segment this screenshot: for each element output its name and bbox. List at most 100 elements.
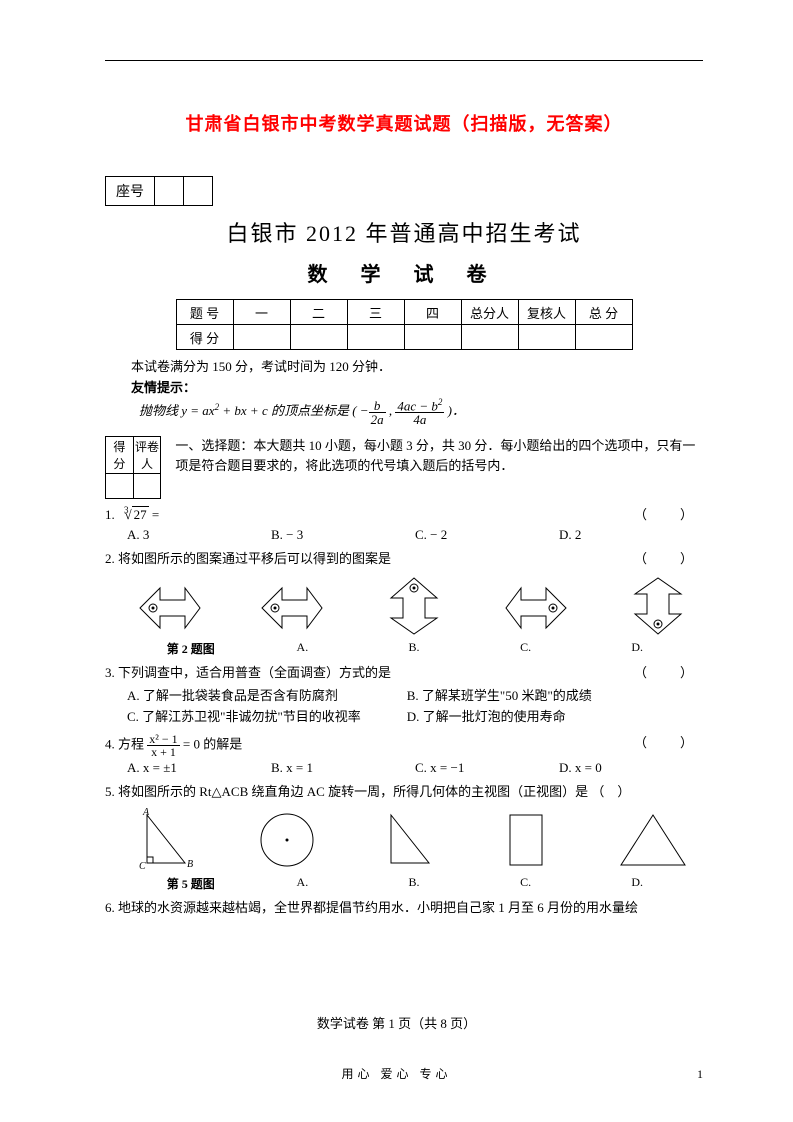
grader-box: 得 分 评卷人: [105, 436, 161, 499]
q5-opt-c-fig: [498, 807, 554, 873]
score-col-4: 四: [404, 300, 461, 325]
q4-opt-a: A. x = ±1: [127, 760, 271, 776]
q1-options: A. 3 B. − 3 C. − 2 D. 2: [127, 527, 703, 543]
score-col-total-person: 总分人: [461, 300, 518, 325]
q2-fig-source: [135, 578, 205, 638]
q5-fig-source: A B C: [135, 807, 195, 873]
q2-opt-d-fig: [623, 574, 693, 638]
seat-cell-1: [155, 177, 184, 206]
q1-opt-a: A. 3: [127, 527, 271, 543]
footer-page-indicator: 数学试卷 第 1 页（共 8 页）: [0, 1013, 793, 1032]
seat-label: 座号: [106, 177, 155, 206]
q4-frac-num: x² − 1: [147, 733, 179, 746]
q5-cap-d: D.: [581, 875, 693, 892]
q1-suffix: =: [149, 507, 160, 522]
q4-suffix: = 0 的解是: [183, 736, 242, 751]
q3-opt-b: B. 了解某班学生"50 米跑"的成绩: [407, 685, 683, 704]
question-5: 5. 将如图所示的 Rt△ACB 绕直角边 AC 旋转一周，所得几何体的主视图（…: [105, 782, 703, 802]
frac1-num: b: [369, 399, 386, 413]
q3-options: A. 了解一批袋装食品是否含有防腐剂 B. 了解某班学生"50 米跑"的成绩 C…: [127, 685, 703, 727]
q2-fig-caption: 第 2 题图: [135, 640, 247, 657]
page-number: 1: [697, 1067, 703, 1082]
exam-subtitle: 数 学 试 卷: [105, 258, 703, 287]
arrow-up-icon: [379, 574, 449, 638]
score-cell-2: [290, 325, 347, 350]
q2-cap-a: A.: [247, 640, 359, 657]
section-1-header: 得 分 评卷人 一、选择题：本大题共 10 小题，每小题 3 分，共 30 分．…: [105, 436, 703, 499]
q4-opt-c: C. x = −1: [415, 760, 559, 776]
speaker-right-icon: [501, 578, 571, 638]
svg-text:B: B: [187, 859, 193, 870]
q5-cap-b: B.: [358, 875, 470, 892]
score-cell-7: [575, 325, 632, 350]
q1-prefix: 1.: [105, 507, 118, 522]
formula-prefix: 抛物线 y = ax: [139, 403, 215, 418]
grader-person-cell: [133, 474, 161, 499]
q5-opt-d-fig: [613, 807, 693, 873]
q3-opt-d: D. 了解一批灯泡的使用寿命: [407, 706, 683, 725]
q2-figure-row: [135, 574, 693, 638]
rectangle-icon: [498, 807, 554, 873]
score-col-label: 题 号: [176, 300, 233, 325]
q5-figure-row: A B C: [135, 807, 693, 873]
formula-mid: + bx + c 的顶点坐标是: [219, 403, 349, 418]
q1-radicand: 27: [132, 506, 149, 522]
right-triangle-icon: [379, 807, 439, 873]
q3-opt-a: A. 了解一批袋装食品是否含有防腐剂: [127, 685, 403, 704]
q5-cap-c: C.: [470, 875, 582, 892]
grader-score-cell: [106, 474, 134, 499]
q4-answer-paren: （ ）: [634, 733, 703, 753]
exam-page: 甘肃省白银市中考数学真题试题（扫描版，无答案） 座号 白银市 2012 年普通高…: [0, 0, 793, 1122]
question-6: 6. 地球的水资源越来越枯竭，全世界都提倡节约用水．小明把自己家 1 月至 6 …: [105, 898, 703, 918]
q4-opt-d: D. x = 0: [559, 760, 703, 776]
exam-title: 白银市 2012 年普通高中招生考试: [105, 216, 703, 248]
score-value-row: 得 分: [176, 325, 632, 350]
section-1-instructions: 一、选择题：本大题共 10 小题，每小题 3 分，共 30 分．每小题给出的四个…: [175, 436, 703, 475]
score-col-3: 三: [347, 300, 404, 325]
labeled-right-triangle-icon: A B C: [135, 807, 195, 873]
score-col-total: 总 分: [575, 300, 632, 325]
isoceles-triangle-icon: [613, 807, 693, 873]
q2-opt-c-fig: [501, 578, 571, 638]
frac2-den: 4a: [395, 413, 444, 426]
score-col-1: 一: [233, 300, 290, 325]
frac1-den: 2a: [369, 413, 386, 426]
q1-opt-c: C. − 2: [415, 527, 559, 543]
score-cell-4: [404, 325, 461, 350]
score-cell-6: [518, 325, 575, 350]
q1-answer-paren: （ ）: [634, 505, 703, 525]
score-table: 题 号 一 二 三 四 总分人 复核人 总 分 得 分: [176, 299, 633, 350]
q2-opt-b-fig: [379, 574, 449, 638]
score-cell-3: [347, 325, 404, 350]
q5-opt-a-fig: [254, 807, 320, 873]
question-4: 4. 方程 x² − 1x + 1 = 0 的解是 （ ）: [105, 733, 703, 758]
score-cell-5: [461, 325, 518, 350]
question-3: 3. 下列调查中，适合用普查（全面调查）方式的是 （ ）: [105, 663, 703, 683]
question-1: 1. 3√27 = （ ）: [105, 505, 703, 525]
score-col-review-person: 复核人: [518, 300, 575, 325]
q5-opt-b-fig: [379, 807, 439, 873]
note-line-2: 友情提示：: [131, 377, 703, 396]
seat-number-box: 座号: [105, 176, 213, 206]
q2-stem: 2. 将如图所示的图案通过平移后可以得到的图案是: [105, 551, 391, 566]
document-title: 甘肃省白银市中考数学真题试题（扫描版，无答案）: [105, 110, 703, 136]
q4-options: A. x = ±1 B. x = 1 C. x = −1 D. x = 0: [127, 760, 703, 776]
fish-right-icon: [135, 578, 205, 638]
footer-motto: 用心 爱心 专心: [0, 1065, 793, 1082]
circle-center-icon: [254, 807, 320, 873]
q2-cap-c: C.: [470, 640, 582, 657]
score-cell-1: [233, 325, 290, 350]
grader-person-label: 评卷人: [133, 437, 161, 474]
q2-caption-row: 第 2 题图 A. B. C. D.: [135, 640, 693, 657]
score-header-row: 题 号 一 二 三 四 总分人 复核人 总 分: [176, 300, 632, 325]
q3-opt-c: C. 了解江苏卫视"非诚勿扰"节目的收视率: [127, 706, 403, 725]
q1-opt-d: D. 2: [559, 527, 703, 543]
question-2: 2. 将如图所示的图案通过平移后可以得到的图案是 （ ）: [105, 549, 703, 569]
vertex-formula: 抛物线 y = ax2 + bx + c 的顶点坐标是 ( −b2a , 4ac…: [139, 398, 703, 426]
q1-root-index: 3: [124, 505, 129, 515]
q2-cap-b: B.: [358, 640, 470, 657]
score-row2-label: 得 分: [176, 325, 233, 350]
q5-caption-row: 第 5 题图 A. B. C. D.: [135, 875, 693, 892]
grader-score-label: 得 分: [106, 437, 134, 474]
top-horizontal-rule: [105, 60, 703, 61]
